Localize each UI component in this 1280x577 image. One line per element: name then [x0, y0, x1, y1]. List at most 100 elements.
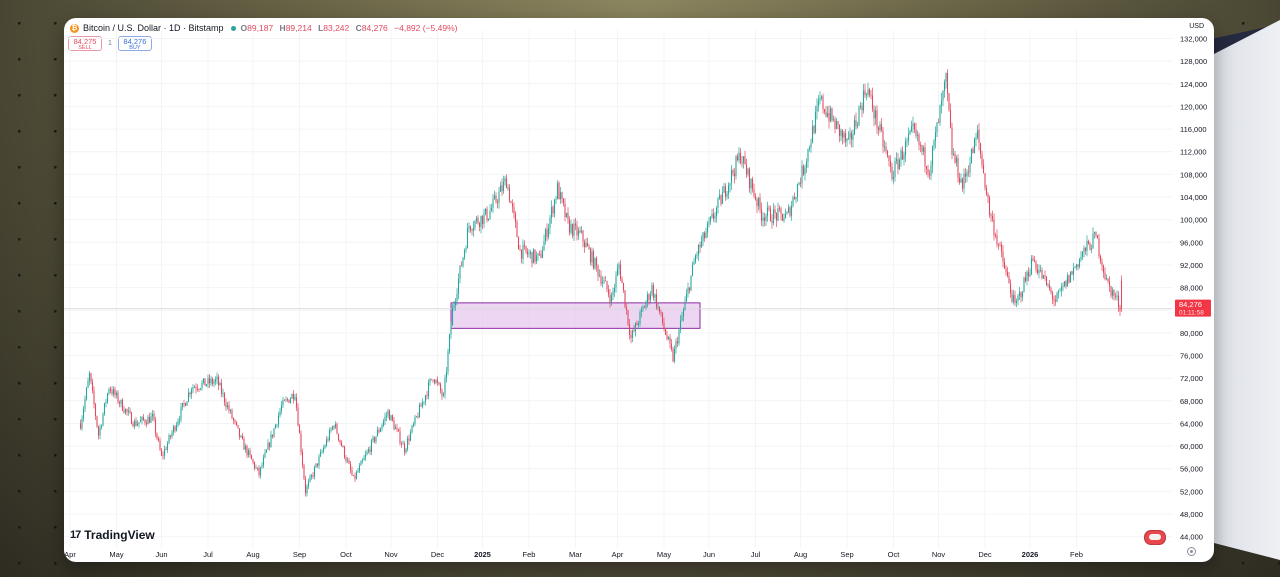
- candle-body: [466, 228, 469, 249]
- candle-body: [508, 187, 511, 202]
- candle-body: [334, 424, 337, 428]
- candle-body: [456, 293, 458, 302]
- candle-body: [894, 161, 896, 177]
- candle-body: [471, 230, 473, 231]
- price-chart[interactable]: 44,000 48,000 52,000 56,000 60,000 64,000 68,0…: [64, 18, 1214, 562]
- candle-body: [382, 420, 385, 426]
- candle-body: [583, 241, 586, 248]
- sell-button[interactable]: 84,275 SELL: [68, 36, 102, 51]
- gear-icon[interactable]: [1187, 547, 1196, 556]
- candle-body: [139, 420, 142, 423]
- candle-body: [393, 420, 395, 430]
- candle-body: [766, 207, 769, 216]
- candle-body: [810, 143, 812, 148]
- candle-body: [999, 244, 1001, 246]
- candle-body: [1086, 241, 1088, 251]
- candle-body: [579, 230, 581, 233]
- candle-body: [994, 235, 997, 237]
- candle-body: [907, 134, 910, 141]
- candle-body: [1105, 278, 1108, 280]
- candle-body: [985, 188, 988, 195]
- candle-body: [637, 323, 640, 326]
- candle-body: [1042, 275, 1045, 279]
- candle-body: [396, 427, 398, 429]
- candle-body: [565, 212, 568, 217]
- candle-body: [732, 170, 734, 174]
- candle-body: [859, 105, 862, 108]
- close-label: C: [355, 23, 362, 33]
- candle-body: [654, 294, 656, 298]
- brand-name: TradingView: [84, 528, 155, 542]
- candle-body: [136, 423, 139, 426]
- candle-body: [843, 133, 845, 138]
- candle-body: [418, 404, 421, 418]
- candle-body: [969, 162, 971, 173]
- candle-body: [309, 476, 311, 482]
- y-tick-label: 124,000: [1180, 80, 1207, 89]
- candle-body: [207, 378, 209, 385]
- candle-body: [718, 195, 721, 199]
- candle-body: [1119, 307, 1121, 311]
- candle-body: [720, 195, 722, 204]
- candle-body: [219, 383, 221, 386]
- candle-body: [628, 323, 631, 335]
- candle-body: [595, 257, 598, 266]
- candle-body: [816, 106, 818, 112]
- candle-body: [162, 455, 164, 457]
- candle-body: [492, 198, 494, 209]
- candle-body: [648, 294, 650, 300]
- symbol-title[interactable]: Bitcoin / U.S. Dollar · 1D · Bitstamp: [83, 23, 224, 33]
- candle-body: [81, 418, 83, 429]
- candle-body: [109, 389, 112, 391]
- candle-body: [1027, 271, 1030, 277]
- flag-badge-icon[interactable]: [1144, 530, 1166, 545]
- candle-body: [973, 139, 976, 154]
- candle-body: [972, 148, 974, 154]
- candle-body: [202, 378, 205, 383]
- candle-body: [913, 123, 916, 130]
- candle-body: [573, 223, 575, 236]
- candle-body: [576, 225, 578, 236]
- candle-body: [298, 425, 301, 434]
- candle-body: [283, 399, 286, 401]
- candle-body: [789, 207, 791, 216]
- candle-body: [594, 257, 596, 269]
- candle-body: [753, 189, 755, 197]
- candle-body: [210, 378, 212, 384]
- candle-body: [661, 312, 664, 323]
- candle-body: [846, 138, 848, 142]
- candle-body: [529, 251, 532, 254]
- y-tick-label: 92,000: [1180, 261, 1203, 270]
- candle-body: [879, 124, 881, 131]
- candle-body: [420, 404, 422, 407]
- x-tick-label: Mar: [569, 550, 582, 559]
- candle-body: [957, 158, 959, 178]
- buy-label: BUY: [129, 45, 141, 51]
- candle-body: [934, 132, 937, 141]
- candle-body: [111, 390, 113, 394]
- candle-body: [129, 410, 131, 413]
- candle-body: [270, 434, 272, 447]
- candle-body: [363, 457, 365, 461]
- candle-body: [525, 246, 527, 252]
- candle-body: [670, 343, 673, 350]
- candle-body: [301, 452, 304, 466]
- buy-price: 84,276: [123, 37, 147, 46]
- x-tick-label: Feb: [1070, 550, 1083, 559]
- candle-body: [93, 390, 95, 405]
- currency-label[interactable]: USD: [1189, 23, 1204, 30]
- candle-body: [397, 428, 400, 432]
- candle-body: [612, 291, 614, 296]
- buy-button[interactable]: 84,276 BUY: [117, 36, 152, 51]
- candle-body: [85, 387, 88, 399]
- candle-body: [1044, 275, 1046, 277]
- quantity-value[interactable]: 1: [108, 40, 112, 47]
- candle-body: [513, 207, 515, 214]
- candle-body: [336, 424, 338, 434]
- tradingview-logo[interactable]: 17 TradingView: [70, 528, 155, 542]
- candle-body: [1080, 256, 1082, 260]
- candle-body: [256, 467, 259, 469]
- y-tick-label: 112,000: [1180, 148, 1207, 157]
- candle-body: [738, 152, 740, 161]
- candle-body: [214, 379, 217, 382]
